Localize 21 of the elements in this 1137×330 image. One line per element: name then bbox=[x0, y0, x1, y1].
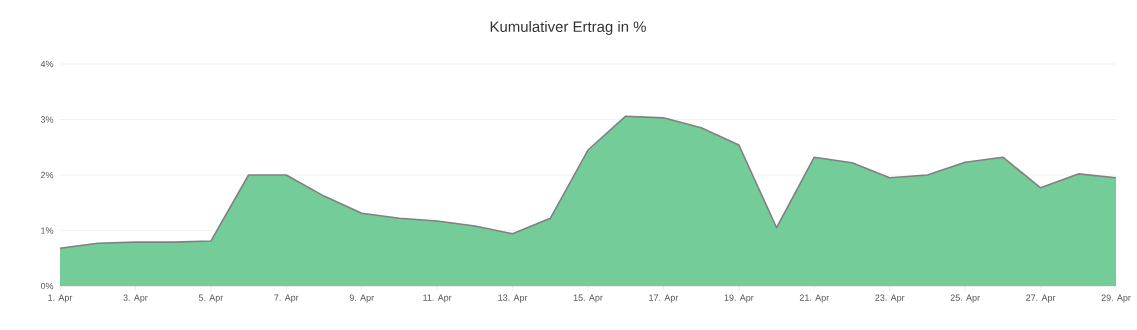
x-tick-label: 27. Apr bbox=[1026, 294, 1056, 303]
x-tick-label: 7. Apr bbox=[274, 294, 299, 303]
x-tick-label: 11. Apr bbox=[423, 294, 452, 303]
x-tick-label: 17. Apr bbox=[649, 294, 679, 303]
x-tick-label: 3. Apr bbox=[123, 294, 148, 303]
x-tick-label: 23. Apr bbox=[875, 294, 905, 303]
x-tick-label: 9. Apr bbox=[349, 294, 374, 303]
x-tick-label: 25. Apr bbox=[950, 294, 980, 303]
x-tick-label: 15. Apr bbox=[573, 294, 603, 303]
x-tick-label: 29. Apr bbox=[1101, 294, 1131, 303]
chart-title: Kumulativer Ertrag in % bbox=[490, 21, 646, 35]
y-tick-label: 4% bbox=[40, 60, 54, 68]
y-tick-label: 3% bbox=[40, 116, 54, 123]
y-tick-label: 2% bbox=[40, 171, 54, 179]
x-tick-label: 19. Apr bbox=[724, 294, 754, 303]
x-tick-label: 1. Apr bbox=[48, 294, 73, 303]
y-tick-label: 0% bbox=[40, 282, 54, 290]
y-tick-label: 1% bbox=[41, 227, 54, 234]
x-tick-label: 5. Apr bbox=[198, 294, 224, 303]
x-tick-label: 13. Apr bbox=[498, 294, 528, 303]
x-tick-label: 21. Apr bbox=[799, 294, 830, 303]
